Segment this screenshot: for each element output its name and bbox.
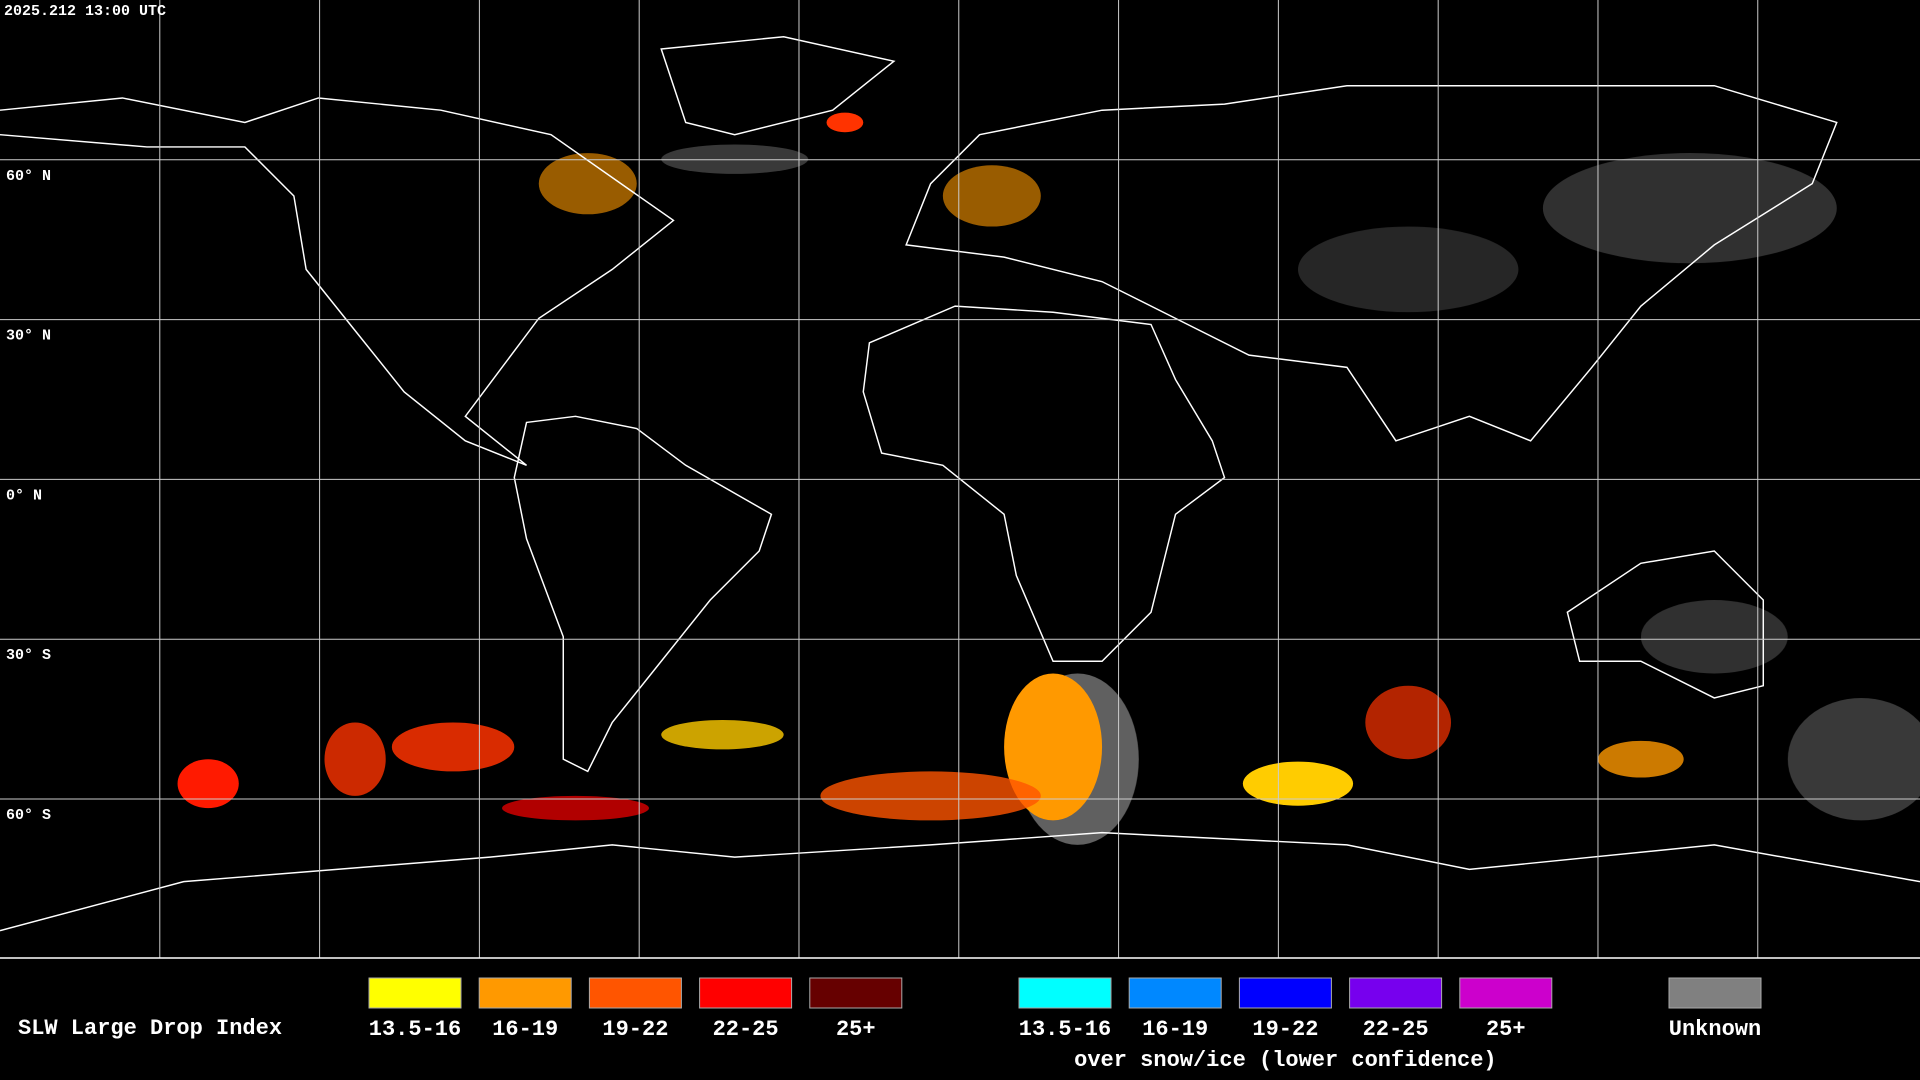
legend-label: 22-25 <box>1363 1017 1429 1042</box>
legend-swatch <box>809 977 903 1009</box>
legend-label: 19-22 <box>1252 1017 1318 1042</box>
timestamp: 2025.212 13:00 UTC <box>4 3 166 20</box>
latitude-label: 60° N <box>6 168 51 185</box>
legend-title: SLW Large Drop Index <box>18 1016 282 1041</box>
legend-label: 13.5-16 <box>369 1017 461 1042</box>
legend-swatch <box>699 977 793 1009</box>
graticule: 60° N 30° N 0° N 30° S 60° S <box>0 0 1920 958</box>
legend-label: 22-25 <box>713 1017 779 1042</box>
legend: 13.5-16 16-19 19-22 22-25 25+ 13.5-16 16-19 19-… <box>368 977 1762 1073</box>
legend-swatch <box>588 977 682 1009</box>
legend-label: 13.5-16 <box>1019 1017 1111 1042</box>
latitude-label: 30° S <box>6 647 51 664</box>
map-layer <box>0 35 1920 932</box>
legend-swatch <box>1349 977 1443 1009</box>
legend-label: 25+ <box>836 1017 876 1042</box>
legend-swatch <box>1668 977 1762 1009</box>
legend-swatch <box>1128 977 1222 1009</box>
legend-label: 16-19 <box>1142 1017 1208 1042</box>
legend-swatch <box>1018 977 1112 1009</box>
legend-label: Unknown <box>1669 1017 1761 1042</box>
legend-swatch <box>1238 977 1332 1009</box>
latitude-label: 0° N <box>6 487 42 504</box>
legend-label: 19-22 <box>602 1017 668 1042</box>
legend-swatch <box>368 977 462 1009</box>
legend-swatch <box>1459 977 1553 1009</box>
legend-swatch <box>478 977 572 1009</box>
unknown-cloud <box>661 144 1920 845</box>
latitude-label: 60° S <box>6 807 51 824</box>
drop-index-cloud <box>177 112 1684 821</box>
legend-label: 16-19 <box>492 1017 558 1042</box>
legend-label: 25+ <box>1486 1017 1526 1042</box>
legend-caption: over snow/ice (lower confidence) <box>1074 1048 1496 1073</box>
latitude-label: 30° N <box>6 328 51 345</box>
